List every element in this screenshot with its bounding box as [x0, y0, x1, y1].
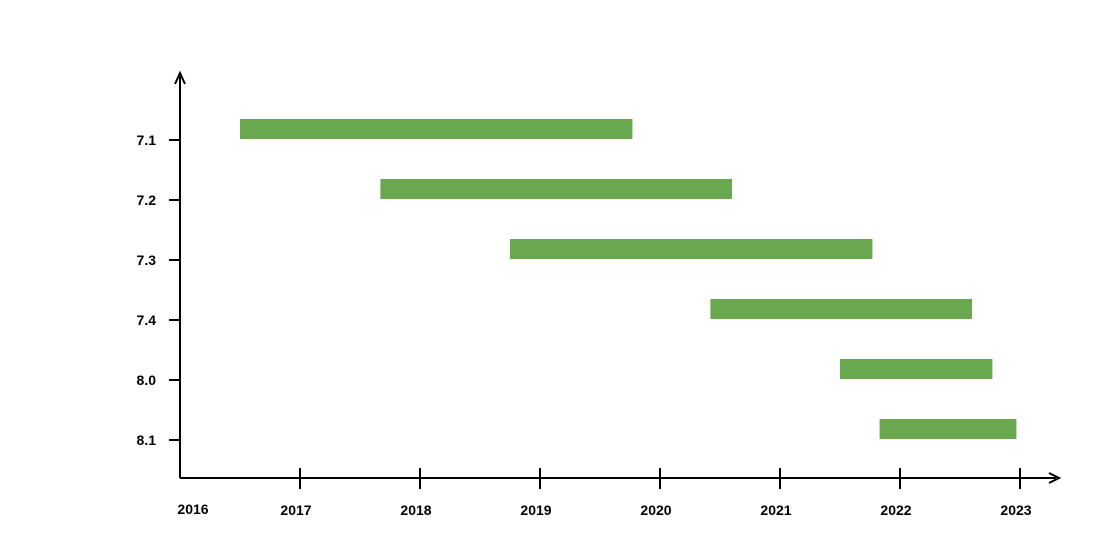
y-tick-label: 7.2: [137, 192, 157, 208]
bar-8-1: [879, 419, 1017, 439]
y-tick-label: 8.1: [137, 432, 157, 448]
y-tick-label: 8.0: [137, 372, 157, 388]
labels-layer: 7.1 7.2 7.3 7.4 8.0 8.1 2016 2017 2018 2019 2020 20…: [137, 132, 1032, 518]
x-tick-label: 2021: [760, 502, 791, 518]
x-tick-label: 2023: [1000, 502, 1031, 518]
y-axis-arrow: [174, 70, 186, 85]
x-tick-label: 2019: [520, 502, 551, 518]
y-tick-label: 7.3: [137, 252, 157, 268]
x-tick-label: 2022: [880, 502, 911, 518]
bar-7-4: [710, 299, 972, 319]
bars-layer: [240, 119, 1017, 439]
bar-7-1: [240, 119, 633, 139]
y-tick-label: 7.4: [137, 312, 157, 328]
bar-7-3: [510, 239, 873, 259]
x-tick-label: 2018: [400, 502, 431, 518]
bar-8-0: [840, 359, 993, 379]
x-tick-label: 2016: [177, 501, 208, 517]
bar-7-2: [380, 179, 732, 199]
x-tick-label: 2017: [280, 502, 311, 518]
ticks-layer: [169, 139, 1021, 489]
y-tick-label: 7.1: [137, 132, 157, 148]
axes-layer: [174, 70, 1062, 484]
x-tick-label: 2020: [640, 502, 671, 518]
x-axis-arrow: [1048, 472, 1062, 484]
